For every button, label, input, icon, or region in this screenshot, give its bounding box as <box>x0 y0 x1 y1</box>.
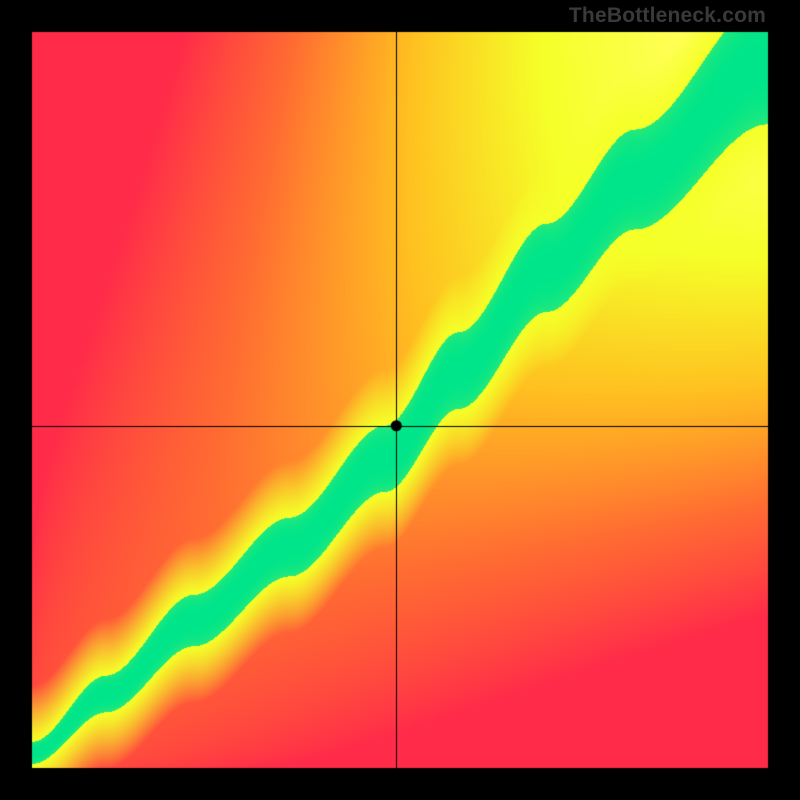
chart-container: TheBottleneck.com <box>0 0 800 800</box>
heatmap-canvas <box>0 0 800 800</box>
watermark-text: TheBottleneck.com <box>569 4 766 28</box>
